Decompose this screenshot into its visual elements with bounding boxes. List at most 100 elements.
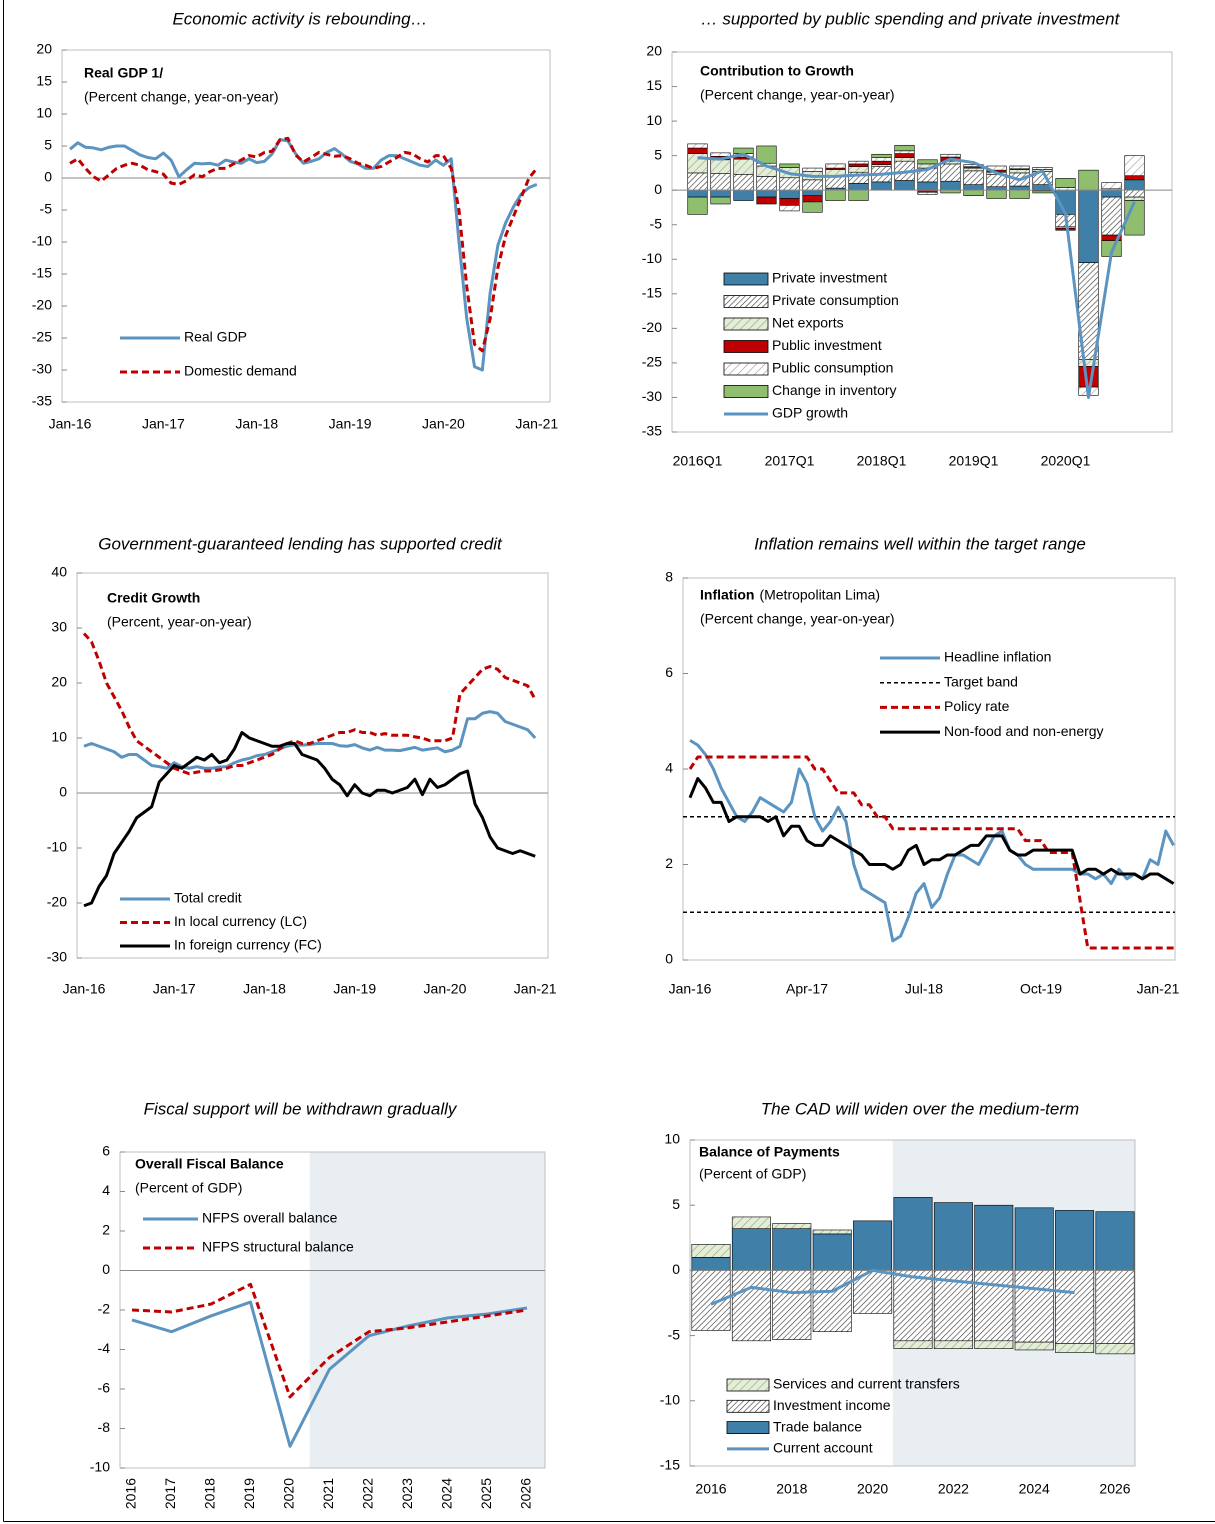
legend-label: Change in inventory [772,382,897,398]
annotation-title: Real GDP 1/ [84,65,163,81]
y-tick-label: 15 [646,77,662,93]
x-tick-label: 2022 [938,1481,969,1497]
x-tick-label: Jan-21 [1137,981,1180,997]
bar-segment [917,191,938,195]
x-tick-label: Jan-18 [243,981,286,997]
bar-segment [1009,189,1030,199]
bar-segment [1078,189,1099,264]
bar-segment [940,163,961,182]
bar-segment [986,189,1007,199]
bar-segment [1101,189,1122,198]
bar-segment [848,163,869,167]
projection-shade [892,1140,1135,1466]
y-tick-label: -5 [40,201,53,217]
bar-segment [1055,227,1076,231]
y-tick-label: 15 [36,73,52,89]
legend-label: Investment income [773,1397,891,1413]
bar-segment [802,179,823,191]
x-tick-label: 2019Q1 [949,453,999,469]
y-tick-label: -10 [47,839,67,855]
bar-segment [802,195,823,203]
bar-segment [894,157,915,162]
y-tick-label: -10 [642,250,662,266]
bar-segment [756,145,777,164]
x-tick-label: 2022 [360,1478,376,1509]
series-line [82,632,537,776]
x-tick-label: Jan-19 [333,981,376,997]
y-tick-label: 0 [59,784,67,800]
x-tick-label: 2018 [776,1481,807,1497]
bar-segment [1095,1343,1135,1355]
legend-label: In foreign currency (FC) [174,937,322,953]
bar-segment [733,173,754,191]
bar-segment [779,198,800,206]
bar-segment [933,1202,973,1271]
bar-segment [1124,179,1145,191]
x-tick-label: 2020 [857,1481,888,1497]
annotation-note: (Metropolitan Lima) [759,587,880,603]
bar-segment [733,158,754,175]
y-tick-label: 40 [51,564,67,580]
bar-segment [848,189,869,201]
annotation-title: Inflation [700,587,754,603]
annotation-title: Overall Fiscal Balance [135,1156,284,1172]
bar-segment [779,163,800,168]
legend-swatch [723,317,769,331]
bar-segment [1124,196,1145,201]
x-tick-label: 2020Q1 [1041,453,1091,469]
x-tick-label: Jan-16 [49,416,92,432]
chart-title: The CAD will widen over the medium-term [761,1099,1079,1118]
x-tick-label: Jan-17 [142,416,185,432]
legend-swatch [726,1399,770,1413]
bar-segment [1101,196,1122,236]
bar-segment [731,1228,771,1271]
y-tick-label: -20 [642,319,662,335]
legend-swatch [726,1421,770,1434]
y-tick-label: -15 [642,285,662,301]
series-line [131,1282,528,1399]
bar-segment [691,1257,731,1271]
x-tick-label: 2016 [123,1478,139,1509]
bar-segment [1009,165,1030,170]
x-tick-label: Jan-16 [669,981,712,997]
bar-segment [894,150,915,154]
y-tick-label: 10 [51,729,67,745]
plot-frame [61,49,551,403]
y-tick-label: -10 [660,1392,680,1408]
bar-segment [772,1223,812,1229]
bar-segment [1009,185,1030,191]
y-tick-label: 10 [646,112,662,128]
legend-swatch [723,362,769,376]
bar-segment [756,176,777,191]
x-tick-label: Jan-21 [515,416,558,432]
bar-segment [871,153,892,159]
annotation-subtitle: (Percent, year-on-year) [107,614,252,630]
bar-segment [812,1233,852,1271]
bar-segment [963,184,984,191]
series-line [69,138,538,372]
y-tick-label: -10 [32,233,52,249]
bar-segment [1124,155,1145,176]
bar-segment [710,189,731,198]
annotation-subtitle: (Percent change, year-on-year) [84,89,279,105]
y-tick-label: 5 [654,146,662,162]
legend-swatch [726,1378,770,1392]
y-tick-label: -30 [32,361,52,377]
y-tick-label: 10 [664,1131,680,1147]
bar-segment [848,166,869,173]
x-tick-label: Jan-19 [329,416,372,432]
bar-segment [687,189,708,198]
legend-label: Domestic demand [184,363,297,379]
bar-segment [687,143,708,149]
bar-segment [710,159,731,174]
bar-segment [733,147,754,154]
legend-label: Headline inflation [944,649,1051,665]
x-tick-label: Jul-18 [905,981,943,997]
bar-segment [812,1229,852,1235]
bar-segment [825,163,846,169]
legend-label: Current account [773,1440,873,1456]
x-tick-label: 2016 [695,1481,726,1497]
plot-frame [76,572,549,959]
bar-segment [1078,366,1099,388]
